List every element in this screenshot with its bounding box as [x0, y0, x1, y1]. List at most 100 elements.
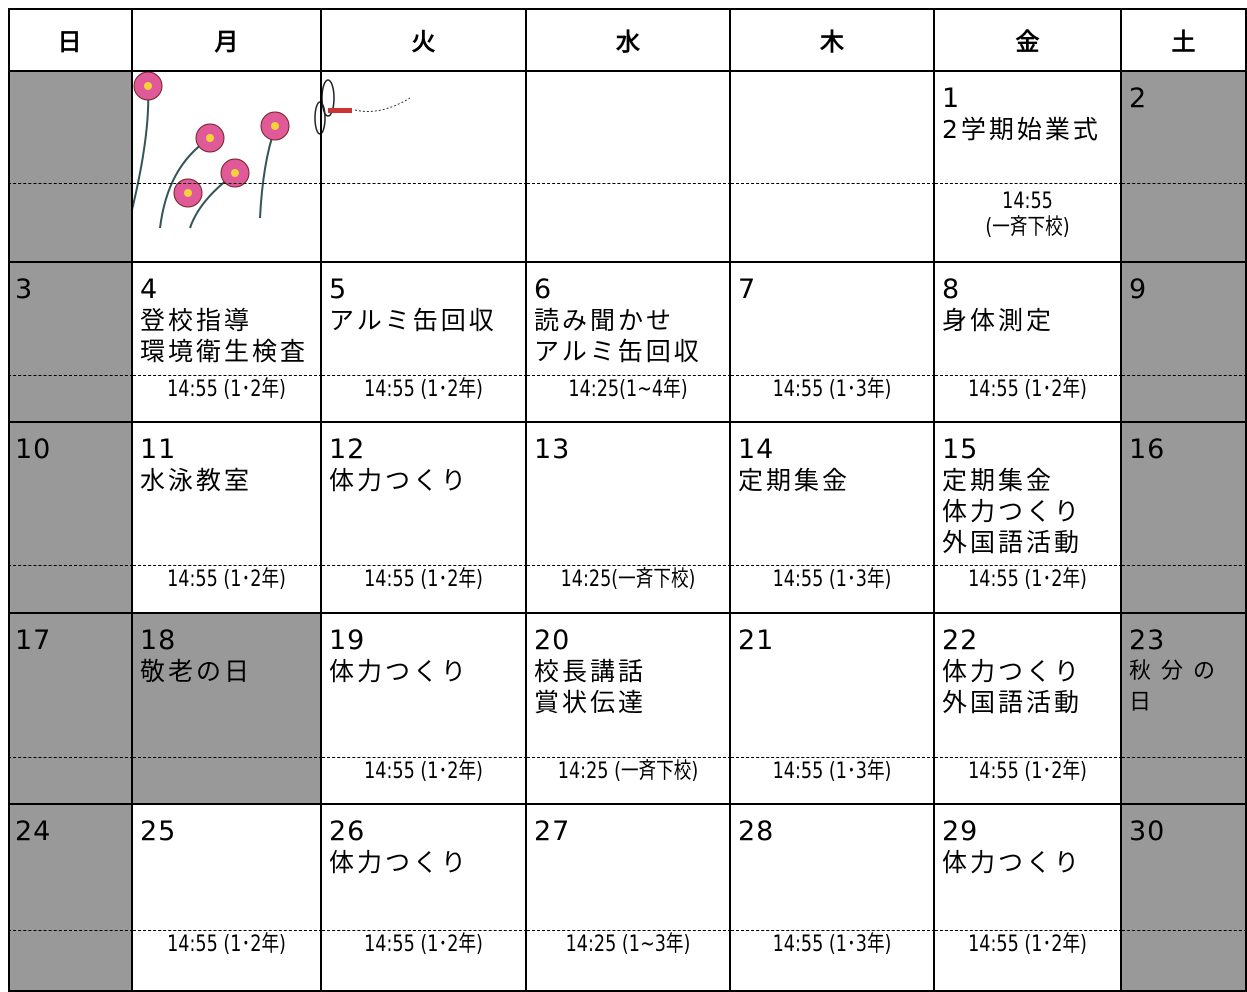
day-number: 23	[1129, 625, 1166, 656]
day-cell: 7 14:55 (1･3年)	[731, 263, 935, 423]
dismissal-time: 14:55 (1･2年)	[364, 932, 483, 957]
dashed-divider	[8, 757, 133, 758]
day-cell: 6 読み聞かせ アルミ缶回収 14:25(1~4年)	[527, 263, 731, 423]
dismissal-time: 14:55 (1･2年)	[968, 759, 1087, 784]
day-number: 4	[140, 274, 159, 305]
event: 校長講話	[534, 657, 647, 686]
event: アルミ缶回収	[534, 337, 702, 366]
day-cell: 23 秋分の日	[1122, 614, 1247, 805]
day-cell: 21 14:55 (1･3年)	[731, 614, 935, 805]
day-number: 10	[15, 434, 52, 465]
dashed-divider	[527, 375, 731, 376]
dashed-divider	[527, 183, 731, 184]
day-number: 19	[329, 625, 366, 656]
day-number: 2	[1129, 83, 1148, 114]
day-number: 24	[15, 816, 52, 847]
event: 外国語活動	[942, 528, 1083, 557]
weekday-header: 水	[527, 8, 731, 72]
day-number: 30	[1129, 816, 1166, 847]
dismissal-time: 14:55 (1･3年)	[772, 932, 892, 957]
event: 2学期始業式	[942, 115, 1101, 144]
dismissal-time: 14:25 (1~3年)	[565, 932, 691, 957]
day-number: 20	[534, 625, 571, 656]
dashed-divider	[935, 757, 1122, 758]
dashed-divider	[133, 757, 322, 758]
dashed-divider	[527, 757, 731, 758]
event: 定期集金	[738, 466, 851, 495]
dismissal-time: 14:55 (1･2年)	[968, 567, 1087, 592]
day-cell: 9	[1122, 263, 1247, 423]
day-number: 7	[738, 274, 757, 305]
day-number: 15	[942, 434, 979, 465]
dashed-divider	[935, 183, 1122, 184]
dashed-divider	[8, 930, 133, 931]
day-number: 17	[15, 625, 52, 656]
day-number: 3	[15, 274, 34, 305]
day-cell: 26 体力つくり 14:55 (1･2年)	[322, 805, 527, 992]
day-cell	[322, 72, 527, 263]
day-cell: 29 体力つくり 14:55 (1･2年)	[935, 805, 1122, 992]
dismissal-time: 14:55 (1･2年)	[167, 567, 286, 592]
weekday-header: 土	[1122, 8, 1247, 72]
event: 体力つくり	[329, 848, 470, 877]
dashed-divider	[322, 930, 527, 931]
dashed-divider	[133, 930, 322, 931]
event: 登校指導	[140, 306, 253, 335]
dashed-divider	[1122, 565, 1247, 566]
dismissal-time: (一斉下校)	[985, 215, 1070, 240]
day-cell: 28 14:55 (1･3年)	[731, 805, 935, 992]
dashed-divider	[133, 183, 322, 184]
dismissal-time: 14:55 (1･3年)	[772, 759, 892, 784]
day-cell: 8 身体測定 14:55 (1･2年)	[935, 263, 1122, 423]
event: 体力つくり	[329, 657, 470, 686]
day-cell: 16	[1122, 423, 1247, 614]
weekday-header: 木	[731, 8, 935, 72]
day-cell: 11 水泳教室 14:55 (1･2年)	[133, 423, 322, 614]
dismissal-time: 14:25(1~4年)	[568, 377, 688, 402]
dashed-divider	[133, 375, 322, 376]
day-cell	[8, 72, 133, 263]
event: 体力つくり	[942, 497, 1083, 526]
day-number: 16	[1129, 434, 1166, 465]
day-cell: 25 14:55 (1･2年)	[133, 805, 322, 992]
day-number: 6	[534, 274, 553, 305]
day-number: 13	[534, 434, 571, 465]
event: 外国語活動	[942, 688, 1083, 717]
event: 身体測定	[942, 306, 1055, 335]
dashed-divider	[935, 930, 1122, 931]
day-cell: 3	[8, 263, 133, 423]
event: 体力つくり	[329, 466, 470, 495]
day-cell: 20 校長講話 賞状伝達 14:25 (一斉下校)	[527, 614, 731, 805]
day-cell	[133, 72, 322, 263]
day-number: 8	[942, 274, 961, 305]
dismissal-time: 14:25 (一斉下校)	[557, 759, 699, 784]
weekday-header: 月	[133, 8, 322, 72]
day-number: 28	[738, 816, 775, 847]
day-number: 14	[738, 434, 775, 465]
day-number: 5	[329, 274, 348, 305]
dismissal-time: 14:55 (1･2年)	[364, 759, 483, 784]
dashed-divider	[8, 375, 133, 376]
dismissal-time: 14:55	[1002, 189, 1053, 214]
day-cell: 1 2学期始業式 14:55 (一斉下校)	[935, 72, 1122, 263]
event: 定期集金	[942, 466, 1055, 495]
day-cell: 19 体力つくり 14:55 (1･2年)	[322, 614, 527, 805]
day-cell: 17	[8, 614, 133, 805]
day-cell: 5 アルミ缶回収 14:55 (1･2年)	[322, 263, 527, 423]
event: 環境衛生検査	[140, 337, 309, 366]
dashed-divider	[322, 183, 527, 184]
dashed-divider	[8, 565, 133, 566]
day-cell: 4 登校指導 環境衛生検査 14:55 (1･2年)	[133, 263, 322, 423]
day-cell: 22 体力つくり 外国語活動 14:55 (1･2年)	[935, 614, 1122, 805]
dismissal-time: 14:55 (1･2年)	[968, 377, 1087, 402]
dashed-divider	[1122, 183, 1247, 184]
dismissal-time: 14:55 (1･2年)	[968, 932, 1087, 957]
day-cell: 10	[8, 423, 133, 614]
day-cell	[731, 72, 935, 263]
event: 賞状伝達	[534, 688, 647, 717]
dashed-divider	[133, 565, 322, 566]
weekday-header: 火	[322, 8, 527, 72]
